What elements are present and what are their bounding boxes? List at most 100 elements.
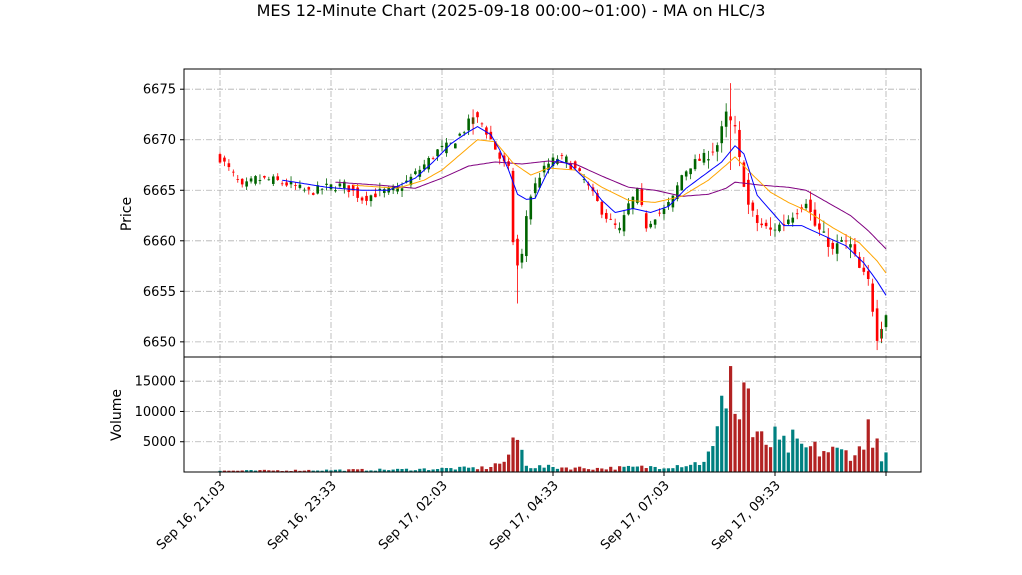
candle-body (804, 203, 808, 209)
volume-bar (533, 468, 537, 472)
candle-body (653, 219, 657, 225)
volume-bar (298, 470, 302, 472)
candle-body (507, 161, 510, 166)
candle-body (875, 308, 879, 341)
volume-bar (755, 431, 759, 472)
candle-body (462, 132, 466, 134)
volume-bar (364, 470, 369, 472)
candle-body (538, 177, 541, 188)
volume-bar (702, 461, 706, 472)
candle-body (218, 154, 222, 163)
x-axis: Sep 16, 21:03 Sep 16, 23:33 Sep 17, 02:03 S… (154, 472, 887, 553)
volume-bar (573, 467, 577, 472)
candle-body (724, 111, 728, 127)
candle-body (636, 188, 639, 203)
volume-bar (258, 470, 262, 472)
candle-body (769, 227, 772, 230)
volume-bar (720, 395, 724, 472)
volume-bar (253, 470, 258, 472)
candle-body (303, 189, 306, 191)
volume-panel: 5000 10000 15000 Volume (109, 356, 922, 473)
candle-body (871, 283, 874, 312)
candle-body (809, 199, 812, 213)
volume-bar (218, 470, 222, 472)
candle-body (813, 209, 817, 226)
candle-body (787, 219, 790, 224)
volume-bar (285, 470, 289, 472)
volume-bar (871, 447, 875, 472)
candle-body (582, 179, 586, 180)
candle-body (760, 223, 763, 226)
candle-body (311, 193, 315, 195)
volume-axis-label: Volume (109, 389, 125, 441)
volume-bar (236, 470, 240, 472)
volume-bar (387, 470, 391, 472)
candle-body (236, 179, 240, 180)
volume-bar (724, 408, 728, 472)
price-tick-label: 6660 (143, 234, 176, 249)
volume-bar (729, 366, 733, 472)
volume-bar (595, 467, 599, 472)
moving-averages (282, 126, 887, 296)
volume-bar (462, 466, 466, 472)
volume-bar (378, 468, 382, 472)
candle-body (498, 152, 502, 159)
volume-bar (391, 469, 395, 472)
volume-bar (835, 447, 839, 472)
volume-bar (604, 469, 608, 472)
candle-body (356, 187, 359, 198)
volume-bar (737, 419, 742, 472)
candle-body (427, 158, 430, 170)
volume-bar (316, 470, 320, 472)
candle-body (422, 164, 426, 170)
volume-bar (831, 446, 835, 472)
volume-bar (671, 468, 675, 472)
price-tick-label: 6665 (143, 184, 176, 199)
candle-body (338, 183, 342, 187)
candle-body (818, 223, 821, 230)
candle-body (866, 271, 870, 279)
volume-bar (524, 465, 528, 472)
volume-bar (791, 429, 795, 472)
candle-body (649, 223, 652, 228)
candle-body (485, 127, 488, 135)
volume-bar (662, 468, 666, 472)
volume-bar (560, 467, 564, 472)
candle-body (862, 267, 866, 272)
candle-body (454, 143, 457, 149)
volume-bar (440, 467, 444, 472)
candle-body (600, 201, 604, 215)
volume-bar (853, 455, 857, 472)
volume-bar (493, 463, 497, 472)
candle-body (849, 244, 852, 248)
candle-body (476, 112, 479, 118)
volume-bar (324, 469, 329, 472)
volume-bar (840, 449, 844, 472)
volume-bar (227, 470, 231, 472)
candle-body (747, 179, 750, 205)
candle-body (343, 181, 346, 189)
candle-body (884, 315, 888, 328)
candle-body (573, 161, 577, 169)
candle-body (245, 181, 248, 187)
candle-body (640, 188, 644, 205)
candle-body (271, 176, 275, 184)
candle-body (467, 118, 470, 131)
volume-bar (231, 470, 235, 472)
volume-bar (764, 444, 768, 472)
volume-bar (857, 446, 861, 472)
volume-bar (471, 467, 475, 472)
x-tick-label: Sep 17, 04:33 (487, 478, 562, 553)
volume-bar (657, 469, 662, 472)
volume-bar (489, 467, 493, 472)
volume-bar (245, 470, 249, 472)
volume-bar (347, 469, 351, 472)
volume-bar (600, 468, 604, 472)
volume-bar (800, 443, 804, 472)
volume-bar (413, 470, 417, 472)
volume-bar (795, 438, 799, 472)
candle-body (791, 217, 795, 223)
candle-body (742, 162, 746, 187)
volume-bar (529, 468, 533, 472)
